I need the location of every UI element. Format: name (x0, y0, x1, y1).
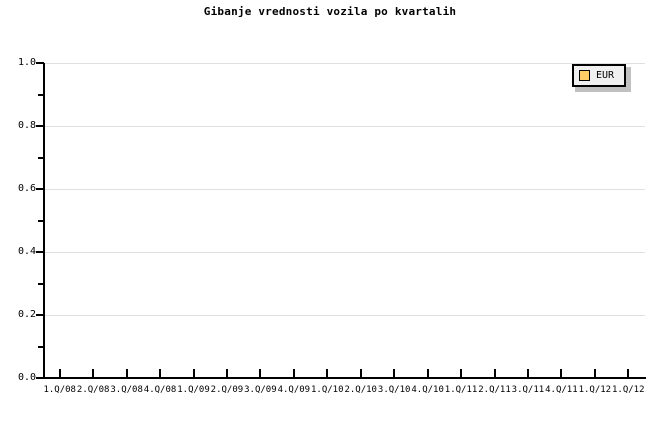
x-axis-tick-label: 3.Q/11 (511, 385, 545, 395)
x-tick (292, 369, 295, 378)
x-axis-tick-label: 4.Q/10 (411, 385, 444, 395)
x-axis-tick-label: 3.Q/08 (110, 385, 143, 395)
x-axis-tick-label: 2.Q/09 (210, 385, 244, 395)
x-axis-tick-label: 1.Q/09 (177, 385, 210, 395)
x-axis-tick-label: 1.Q/12 (612, 385, 645, 395)
x-axis-tick-label: 2.Q/11 (478, 385, 511, 395)
y-axis-tick-label: 0.0 (17, 372, 36, 383)
y-axis-tick-label: 0.6 (17, 183, 36, 194)
y-tick-major (36, 314, 44, 316)
y-axis-tick-label: 0.2 (17, 309, 36, 320)
y-axis-labels: 0.0 0.2 0.4 0.6 0.8 1.0 (0, 0, 36, 440)
x-tick (125, 369, 128, 378)
x-tick (560, 369, 563, 378)
x-tick (259, 369, 262, 378)
y-tick-minor (38, 93, 44, 96)
x-tick (359, 369, 362, 378)
chart-title: Gibanje vrednosti vozila po kvartalih (203, 5, 457, 18)
gridline (43, 252, 645, 253)
x-tick (426, 369, 429, 378)
x-tick (58, 369, 61, 378)
x-tick (460, 369, 463, 378)
y-axis-tick-label: 1.0 (17, 57, 36, 68)
x-axis-tick-label: 1.Q/08 (43, 385, 76, 395)
y-tick-major (36, 62, 44, 64)
gridline (43, 189, 645, 190)
y-tick-minor (38, 345, 44, 348)
x-tick (159, 369, 162, 378)
y-tick-major (36, 188, 44, 190)
x-tick (493, 369, 496, 378)
x-tick (225, 369, 228, 378)
y-tick-minor (38, 156, 44, 159)
y-tick-minor (38, 219, 44, 222)
x-tick (526, 369, 529, 378)
x-axis-tick-label: 1.Q/11 (444, 385, 478, 395)
legend-swatch-eur (579, 70, 590, 81)
x-tick (593, 369, 596, 378)
x-axis-tick-label: 2.Q/10 (344, 385, 377, 395)
x-axis-tick-label: 4.Q/09 (277, 385, 311, 395)
y-tick-major (36, 377, 44, 379)
x-tick (393, 369, 396, 378)
x-axis-tick-label: 2.Q/08 (76, 385, 110, 395)
chart-legend[interactable]: EUR (572, 64, 626, 87)
x-axis-line (43, 377, 646, 379)
x-axis-tick-label: 3.Q/09 (244, 385, 277, 395)
x-tick (192, 369, 195, 378)
legend-label-eur: EUR (596, 70, 615, 81)
x-axis-tick-label: 1.Q/12 (578, 385, 612, 395)
x-axis-tick-label: 4.Q/08 (143, 385, 177, 395)
y-axis-tick-label: 0.4 (17, 246, 36, 257)
y-tick-major (36, 125, 44, 127)
x-axis-tick-label: 4.Q/11 (545, 385, 578, 395)
x-tick (92, 369, 95, 378)
y-axis-line (43, 63, 45, 379)
gridline (43, 63, 645, 64)
x-axis-tick-label: 1.Q/10 (311, 385, 344, 395)
y-tick-major (36, 251, 44, 253)
x-axis-tick-label: 3.Q/10 (377, 385, 411, 395)
gridline (43, 126, 645, 127)
y-tick-minor (38, 282, 44, 285)
y-axis-tick-label: 0.8 (17, 120, 36, 131)
x-tick (627, 369, 630, 378)
plot-area (43, 63, 645, 378)
gridline (43, 315, 645, 316)
x-tick (326, 369, 329, 378)
